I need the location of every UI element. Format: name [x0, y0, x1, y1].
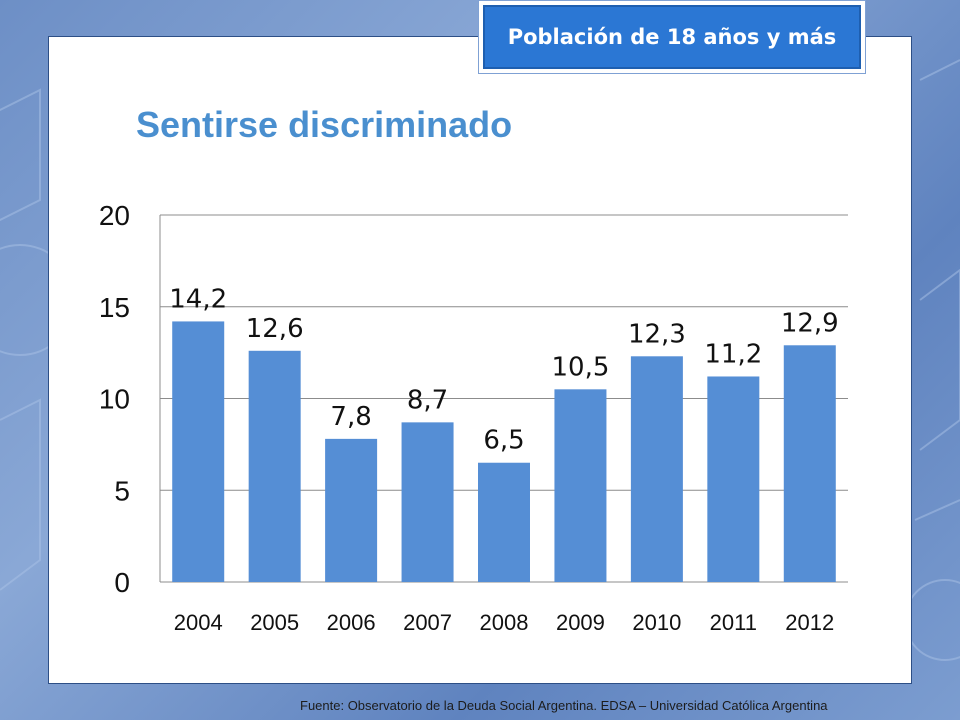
data-label: 7,8: [330, 402, 371, 432]
data-label: 11,2: [704, 339, 762, 369]
x-tick-label: 2005: [250, 610, 299, 635]
y-tick-label: 20: [99, 200, 130, 231]
bar: [325, 438, 378, 582]
bar: [172, 321, 225, 582]
bar: [478, 462, 530, 582]
data-label: 10,5: [551, 352, 609, 382]
x-tick-label: 2011: [710, 610, 757, 635]
x-tick-label: 2010: [632, 610, 681, 635]
data-label: 12,6: [246, 314, 304, 344]
y-tick-label: 15: [99, 292, 130, 323]
population-badge: Población de 18 años y más: [483, 5, 861, 69]
data-label: 14,2: [169, 284, 227, 314]
y-tick-label: 5: [114, 475, 130, 506]
bar: [707, 376, 760, 582]
bar: [783, 345, 836, 582]
bar: [401, 422, 454, 582]
data-label: 8,7: [407, 385, 448, 415]
x-tick-label: 2004: [174, 610, 223, 635]
x-tick-label: 2009: [556, 610, 605, 635]
population-badge-frame: Población de 18 años y más: [478, 0, 866, 74]
x-tick-label: 2012: [785, 610, 834, 635]
bar: [248, 350, 301, 582]
data-label: 12,3: [628, 319, 686, 349]
x-tick-label: 2008: [480, 610, 529, 635]
bar: [630, 356, 683, 582]
y-tick-label: 10: [99, 384, 130, 415]
x-tick-label: 2007: [403, 610, 452, 635]
source-footer: Fuente: Observatorio de la Deuda Social …: [300, 698, 828, 713]
data-label: 12,9: [781, 308, 839, 338]
data-label: 6,5: [483, 426, 524, 456]
y-tick-label: 0: [114, 567, 130, 598]
x-tick-label: 2006: [327, 610, 376, 635]
bar: [554, 389, 607, 582]
chart-title: Sentirse discriminado: [136, 104, 513, 145]
